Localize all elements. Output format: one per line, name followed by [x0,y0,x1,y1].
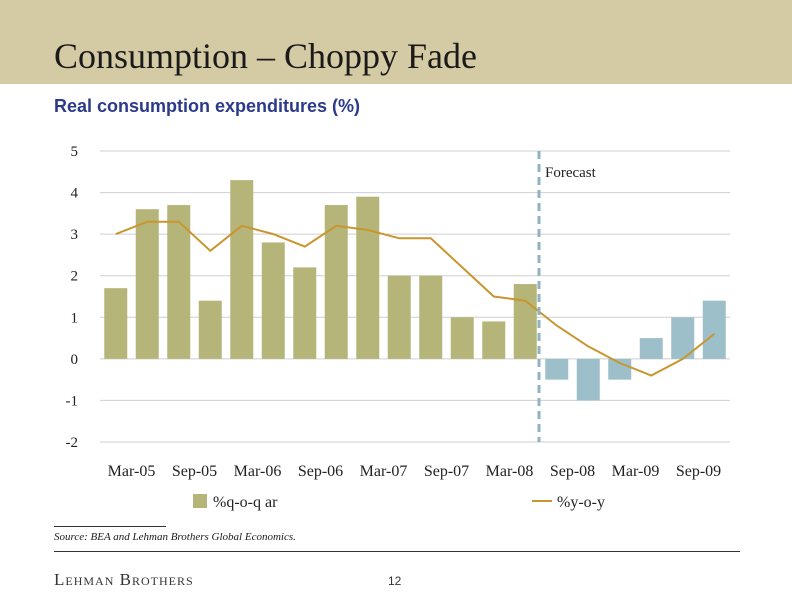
y-tick-label: 1 [71,310,79,326]
source-divider [54,526,166,527]
x-tick-label: Sep-06 [298,463,343,480]
legend: %q-o-q ar %y-o-y [193,494,605,511]
company-logo: Lehman Brothers [54,570,194,589]
bar [608,358,632,380]
y-tick-label: 0 [71,352,79,368]
x-tick-label: Mar-06 [234,463,282,480]
y-tick-label: -1 [66,393,79,409]
bar [230,180,254,359]
bar [261,242,285,359]
bar-series [104,180,726,401]
bar [419,275,443,359]
bar [513,284,537,359]
x-tick-label: Sep-07 [424,463,469,480]
line-series [115,220,715,377]
y-axis-ticks: 5 4 3 2 1 0 -1 -2 [66,144,79,451]
bar [293,267,317,359]
y-tick-label: 2 [71,269,79,285]
bar [576,358,600,401]
forecast-marker: Forecast [537,151,597,442]
x-tick-label: Mar-09 [612,463,660,480]
y-tick-label: 5 [71,144,79,160]
source-note: Source: BEA and Lehman Brothers Global E… [54,531,296,543]
consumption-chart: Forecast 5 4 3 2 1 0 -1 -2 Mar-05 Sep-05 Mar-06 Se… [66,144,730,511]
y-tick-label: -2 [66,435,79,451]
footer-divider [54,551,740,552]
bar [198,300,222,359]
x-tick-label: Mar-08 [486,463,534,480]
gridlines [100,150,730,443]
y-tick-label: 4 [71,186,79,202]
x-tick-label: Mar-07 [360,463,408,480]
bar [450,317,474,359]
y-tick-label: 3 [71,227,79,243]
x-axis-ticks: Mar-05 Sep-05 Mar-06 Sep-06 Mar-07 Sep-07 Mar-… [108,463,722,480]
bar [702,300,726,359]
bar [482,321,506,359]
bar [671,317,695,359]
forecast-label: Forecast [545,165,597,181]
title-band [0,0,792,84]
legend-label: %y-o-y [557,494,605,511]
chart-subtitle: Real consumption expenditures (%) [54,96,361,116]
bar [387,275,411,359]
slide-title: Consumption – Choppy Fade [54,36,478,76]
legend-swatch-bar [193,494,207,508]
page-number: 12 [388,574,402,588]
bar [356,196,380,359]
x-tick-label: Sep-08 [550,463,595,480]
bar [639,338,663,359]
line-path [115,220,715,377]
x-tick-label: Mar-05 [108,463,156,480]
bar [324,205,348,359]
bar [104,288,128,359]
bar [545,358,569,380]
legend-label: %q-o-q ar [213,494,278,511]
bar [167,205,191,359]
x-tick-label: Sep-09 [676,463,721,480]
x-tick-label: Sep-05 [172,463,217,480]
bar [135,209,159,359]
